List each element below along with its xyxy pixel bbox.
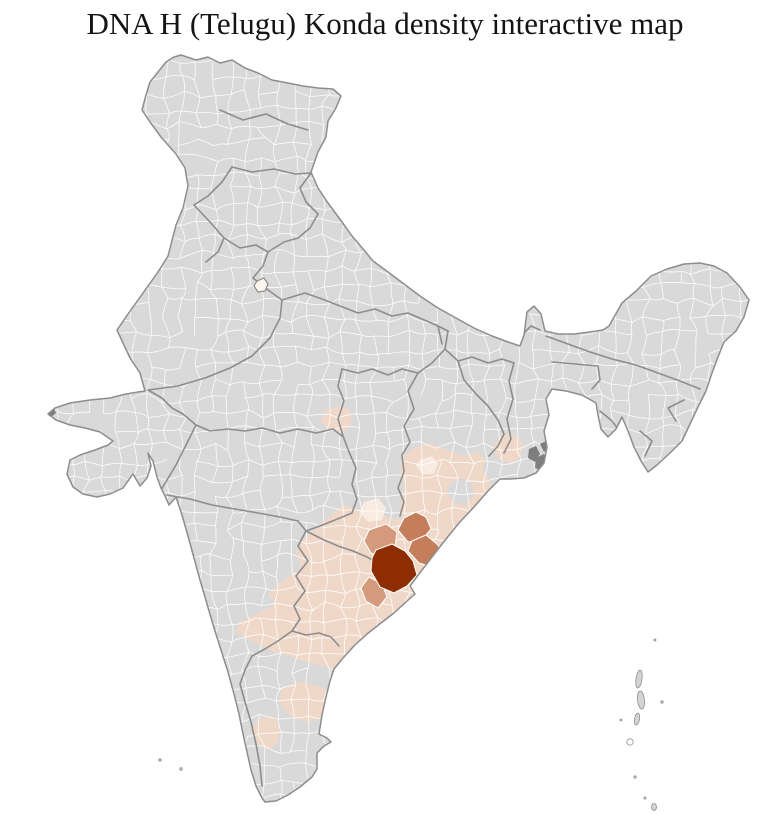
density-area-south-patch-2[interactable] (252, 716, 280, 750)
capital-district[interactable] (253, 277, 269, 293)
density-faint-1[interactable] (359, 498, 386, 522)
west-island-2 (179, 767, 183, 771)
density-medium-1[interactable] (397, 511, 432, 543)
west-island-1 (158, 758, 162, 762)
island-chain (158, 638, 664, 811)
density-area-south-patch-1[interactable] (279, 682, 332, 722)
page-title: DNA H (Telugu) Konda density interactive… (86, 6, 684, 41)
india-outline (47, 54, 750, 803)
density-highest-district[interactable] (370, 543, 418, 594)
state-borders (147, 109, 701, 787)
coast-specks (241, 754, 246, 769)
